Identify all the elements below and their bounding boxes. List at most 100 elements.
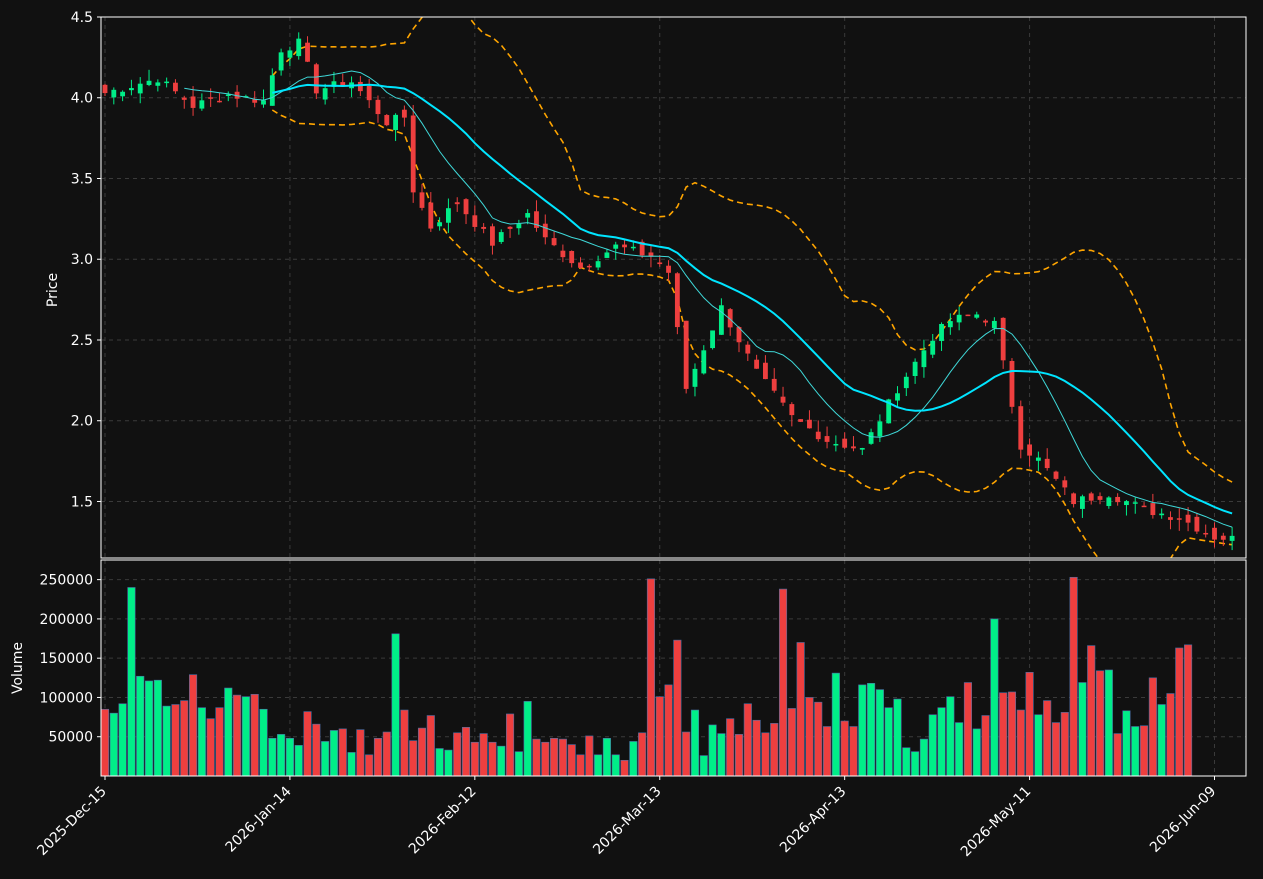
candle	[683, 320, 689, 394]
candle	[225, 91, 231, 102]
candle	[1035, 451, 1041, 471]
volume-bar	[435, 748, 444, 776]
price-tick-label: 4.0	[71, 91, 93, 107]
volume-bar	[277, 734, 286, 776]
candle	[313, 62, 319, 100]
candle	[375, 95, 381, 123]
volume-bar	[523, 701, 532, 776]
candle	[718, 298, 724, 335]
volume-bar	[1016, 709, 1025, 776]
volume-bar	[999, 692, 1008, 776]
volume-bar	[646, 578, 655, 776]
candle	[1124, 500, 1129, 516]
volume-bar	[241, 696, 250, 776]
candle	[921, 339, 927, 378]
volume-bar	[585, 735, 594, 776]
volume-bar	[1043, 700, 1052, 776]
volume-bar	[1166, 693, 1175, 776]
volume-bar	[338, 728, 347, 776]
candle	[710, 330, 716, 350]
volume-bar	[699, 755, 708, 776]
volume-bar	[664, 684, 673, 776]
candle	[190, 86, 196, 116]
candle	[155, 79, 161, 92]
volume-tick-label: 100000	[40, 690, 93, 706]
candle	[939, 322, 944, 351]
volume-bar	[972, 728, 981, 776]
candle	[410, 105, 416, 203]
candle	[525, 209, 531, 225]
candle	[534, 200, 539, 232]
volume-bar	[919, 738, 928, 776]
volume-bar	[514, 751, 523, 776]
volume-bar	[567, 744, 576, 776]
volume-bar	[347, 752, 356, 776]
volume-bar	[893, 698, 902, 776]
candle	[296, 32, 302, 60]
candle	[983, 319, 988, 327]
volume-bar	[488, 741, 497, 776]
volume-bar	[787, 708, 796, 776]
volume-bar	[470, 741, 479, 776]
candle	[622, 238, 627, 255]
volume-bar	[796, 642, 805, 776]
ma-slow-line	[272, 83, 1233, 515]
volume-bar	[937, 707, 946, 776]
candle	[560, 244, 566, 263]
volume-tick-label: 250000	[40, 573, 93, 589]
candle	[1062, 476, 1068, 496]
candle	[490, 223, 495, 255]
candle	[340, 73, 346, 87]
volume-bar	[981, 715, 990, 776]
volume-bar	[144, 680, 154, 776]
volume-bar	[1131, 726, 1140, 776]
volume-bar	[558, 738, 567, 776]
volume-bar	[197, 707, 206, 776]
candle	[639, 239, 645, 259]
candle	[745, 341, 751, 361]
price-tick-label: 2.5	[71, 333, 93, 349]
volume-bar	[1104, 669, 1113, 776]
volume-bar	[805, 697, 814, 776]
volume-bar	[426, 715, 435, 776]
volume-bar	[285, 737, 294, 776]
volume-bar	[180, 700, 189, 776]
volume-bar	[858, 684, 867, 776]
candle	[780, 386, 786, 407]
moving-averages	[184, 70, 1233, 528]
candle	[445, 198, 451, 233]
candle	[1229, 526, 1235, 551]
candle	[789, 402, 795, 427]
candle	[613, 241, 619, 260]
candle	[1132, 497, 1138, 514]
volume-bar	[902, 747, 911, 776]
volume-bar	[655, 696, 664, 776]
volume-bar	[417, 727, 427, 776]
volume-bar	[823, 726, 832, 776]
candle	[947, 313, 953, 335]
volume-bar	[946, 696, 955, 776]
candle	[930, 334, 936, 359]
candle	[754, 354, 760, 369]
candle	[727, 308, 733, 336]
candle	[1088, 491, 1094, 505]
volume-bar	[1113, 733, 1122, 776]
volume-bar	[206, 718, 215, 776]
volume-bar	[611, 754, 620, 776]
volume-bar	[884, 707, 893, 776]
candle	[586, 264, 592, 272]
candle	[331, 71, 337, 94]
volume-bar	[171, 704, 180, 776]
candle	[569, 250, 575, 268]
volume-bar	[963, 682, 972, 776]
candle	[181, 95, 187, 109]
volume-bar	[1007, 691, 1017, 776]
volume-bar	[189, 674, 198, 776]
candle	[454, 197, 460, 212]
volume-bar	[294, 745, 303, 776]
candle	[384, 114, 390, 127]
candle	[974, 311, 980, 320]
candle	[833, 435, 839, 452]
volume-bar	[1140, 725, 1149, 776]
